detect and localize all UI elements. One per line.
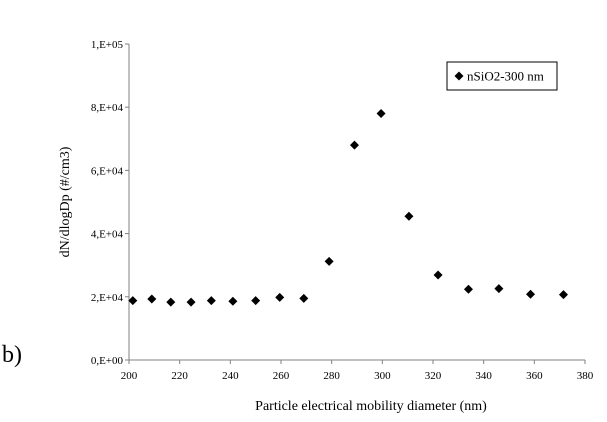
- y-tick-label: 0,E+00: [91, 355, 124, 367]
- data-point: [376, 109, 386, 119]
- data-point: [206, 296, 216, 306]
- data-point: [463, 284, 473, 294]
- data-point: [324, 256, 334, 266]
- data-point: [147, 294, 157, 304]
- data-point: [275, 292, 285, 302]
- data-point: [558, 290, 568, 300]
- x-tick-label: 220: [171, 370, 188, 382]
- x-tick-label: 280: [323, 370, 340, 382]
- data-point: [299, 293, 309, 303]
- x-tick-label: 380: [577, 370, 594, 382]
- data-point: [228, 296, 238, 306]
- x-tick-label: 260: [273, 370, 290, 382]
- data-point: [166, 297, 176, 307]
- y-tick-label: 2,E+04: [91, 292, 124, 304]
- data-point: [433, 270, 443, 280]
- y-tick-label: 8,E+04: [91, 102, 124, 114]
- legend: nSiO2-300 nm: [446, 61, 558, 91]
- y-tick-label: 1,E+05: [91, 39, 124, 51]
- data-points: [128, 109, 568, 307]
- x-tick-label: 300: [374, 370, 391, 382]
- data-point: [349, 140, 359, 150]
- x-tick-label: 240: [222, 370, 239, 382]
- x-tick-label: 200: [121, 370, 138, 382]
- y-axis-title: dN/dlogDp (#/cm3): [58, 146, 73, 257]
- axes: [128, 44, 585, 361]
- x-ticks: 200 220 240 260 280 300 320 340 360 380: [121, 360, 594, 382]
- panel-label: b): [2, 342, 22, 368]
- data-point: [186, 297, 196, 307]
- y-tick-label: 6,E+04: [91, 165, 124, 177]
- x-tick-label: 320: [425, 370, 442, 382]
- data-point: [494, 284, 504, 294]
- data-point: [251, 296, 261, 306]
- legend-box: [446, 61, 558, 91]
- data-point: [526, 289, 536, 299]
- x-tick-label: 340: [475, 370, 492, 382]
- x-tick-label: 360: [526, 370, 543, 382]
- y-tick-label: 4,E+04: [91, 229, 124, 241]
- data-point: [404, 211, 414, 221]
- legend-label: nSiO2-300 nm: [467, 69, 544, 84]
- data-point: [128, 296, 138, 306]
- legend-marker-diamond: [454, 71, 464, 81]
- x-axis-title: Particle electrical mobility diameter (n…: [255, 399, 487, 414]
- y-ticks: 0,E+00 2,E+04 4,E+04 6,E+04 8,E+04 1,E+05: [91, 39, 129, 367]
